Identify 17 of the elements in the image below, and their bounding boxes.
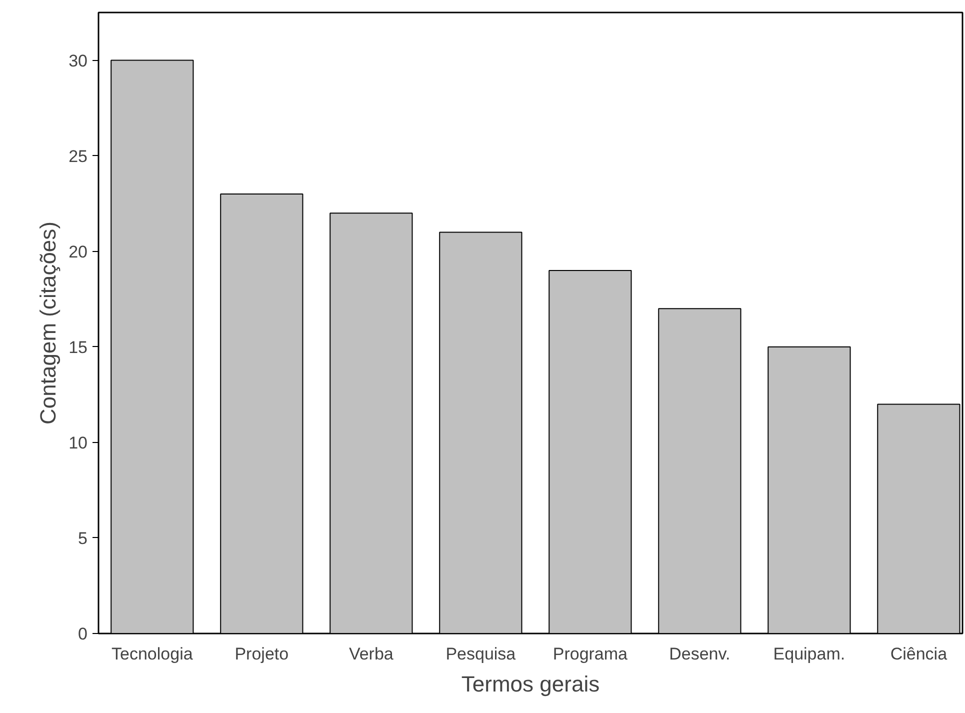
y-tick-label: 20 — [68, 242, 88, 262]
x-tick-label: Equipam. — [773, 644, 846, 664]
x-tick-label: Ciência — [890, 644, 948, 664]
y-axis-title: Contagem (citações) — [36, 222, 61, 424]
x-tick-label: Programa — [552, 644, 628, 664]
y-tick-label: 30 — [68, 51, 88, 70]
x-tick-label: Verba — [348, 644, 394, 664]
y-tick-label: 15 — [68, 338, 88, 357]
x-tick-label: Pesquisa — [446, 644, 516, 664]
x-tick-label: Projeto — [234, 644, 289, 664]
y-tick-label: 0 — [78, 624, 88, 644]
y-tick-label: 25 — [68, 146, 88, 166]
x-tick-label: Tecnologia — [112, 644, 194, 664]
y-tick-label: 5 — [78, 528, 88, 548]
y-tick-label: 10 — [68, 433, 88, 452]
x-axis-title: Termos gerais — [461, 672, 600, 696]
x-tick-label: Desenv. — [669, 644, 730, 664]
